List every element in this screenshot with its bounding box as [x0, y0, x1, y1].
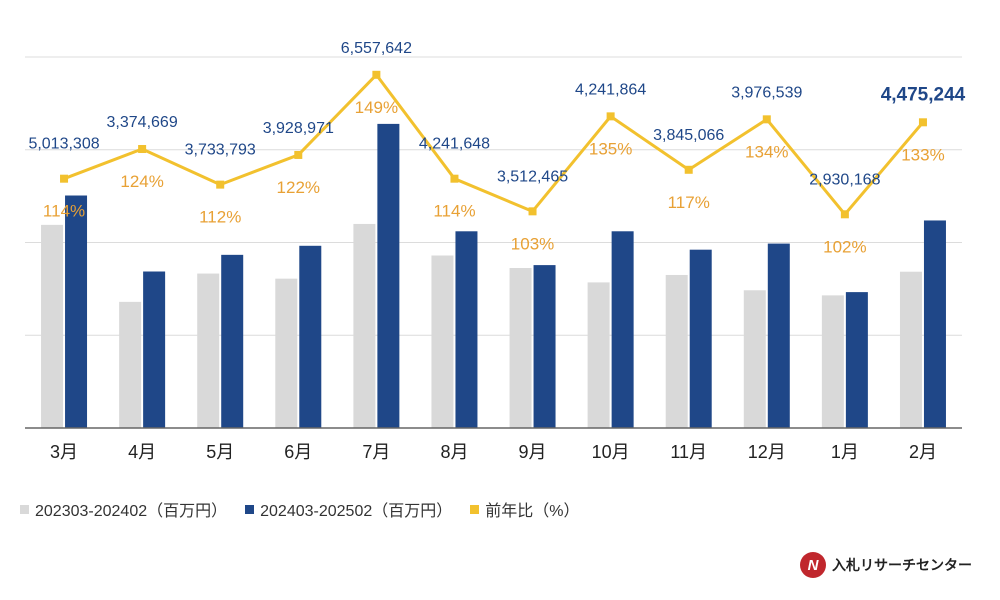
- x-tick-label: 11月: [670, 442, 707, 462]
- data-label-yoy: 124%: [120, 172, 163, 191]
- data-label-yoy: 122%: [277, 178, 320, 197]
- data-label-yoy: 117%: [668, 193, 710, 212]
- yoy-point: [762, 115, 771, 124]
- data-label-yoy: 134%: [745, 142, 788, 161]
- x-tick-label: 1月: [831, 442, 859, 462]
- legend-label-yoy: 前年比（%）: [485, 503, 580, 520]
- bar-current-year: [65, 195, 88, 428]
- bar-current-year: [767, 243, 790, 428]
- legend-swatch-prev: [20, 504, 29, 514]
- bar-prev-year: [41, 224, 64, 428]
- x-tick-label: 10月: [592, 442, 630, 462]
- bar-prev-year: [899, 271, 922, 428]
- yoy-point: [840, 210, 849, 219]
- x-tick-label: 4月: [128, 442, 156, 462]
- data-label-value: 3,928,971: [263, 120, 334, 137]
- yoy-point: [528, 207, 537, 216]
- yoy-point: [918, 118, 927, 127]
- bar-current-year: [923, 220, 946, 428]
- bar-prev-year: [431, 255, 454, 428]
- x-tick-label: 6月: [284, 442, 312, 462]
- data-label-value: 4,241,648: [419, 136, 490, 153]
- bar-current-year: [689, 249, 712, 428]
- bar-prev-year: [665, 274, 688, 428]
- bar-prev-year: [353, 223, 376, 428]
- bar-current-year: [533, 265, 556, 428]
- data-label-value: 3,976,539: [731, 84, 802, 101]
- legend: 202303-202402（百万円） 202403-202502（百万円） 前年…: [20, 497, 579, 521]
- data-label-value: 2,930,168: [809, 171, 880, 188]
- data-label-value: 4,241,864: [575, 81, 646, 98]
- bar-current-year: [143, 271, 166, 428]
- legend-swatch-yoy: [470, 504, 480, 514]
- legend-item-yoy: 前年比（%）: [470, 497, 579, 521]
- bar-current-year: [299, 245, 322, 428]
- legend-label-prev: 202303-202402（百万円）: [35, 503, 228, 520]
- data-label-value: 3,512,465: [497, 168, 568, 185]
- data-label-yoy: 133%: [901, 145, 944, 164]
- legend-label-current: 202403-202502（百万円）: [260, 503, 453, 520]
- yoy-point: [216, 180, 225, 189]
- data-label-yoy: 114%: [43, 202, 85, 221]
- legend-item-current-year: 202403-202502（百万円）: [245, 497, 452, 521]
- yoy-point: [684, 165, 693, 174]
- data-label-value: 3,733,793: [185, 142, 256, 159]
- bar-current-year: [455, 231, 478, 428]
- bar-prev-year: [275, 278, 298, 428]
- bar-prev-year: [197, 273, 220, 428]
- yoy-point: [138, 145, 147, 154]
- yoy-point: [372, 70, 381, 79]
- bar-prev-year: [587, 282, 610, 428]
- x-tick-label: 3月: [50, 442, 78, 462]
- data-label-value: 3,845,066: [653, 127, 724, 144]
- data-label-value: 6,557,642: [341, 40, 412, 57]
- legend-swatch-current: [245, 504, 255, 514]
- bar-prev-year: [743, 290, 766, 428]
- yoy-point: [450, 174, 459, 183]
- bar-current-year: [845, 292, 868, 428]
- data-label-yoy: 149%: [355, 98, 398, 117]
- data-label-yoy: 135%: [589, 139, 632, 158]
- bar-prev-year: [821, 295, 844, 428]
- x-tick-label: 2月: [909, 442, 937, 462]
- yoy-point: [606, 112, 615, 121]
- logo-text: 入札リサーチセンター: [832, 557, 972, 573]
- data-label-value: 5,013,308: [28, 136, 99, 153]
- data-label-value: 4,475,244: [881, 84, 966, 105]
- yoy-point: [294, 150, 303, 159]
- bar-current-year: [377, 123, 400, 429]
- bar-current-year: [221, 254, 244, 428]
- x-tick-label: 7月: [362, 442, 390, 462]
- data-label-yoy: 102%: [823, 237, 866, 256]
- bar-prev-year: [509, 268, 532, 428]
- brand-logo: N 入札リサーチセンター: [800, 552, 972, 578]
- data-label-value: 3,374,669: [107, 114, 178, 131]
- data-label-yoy: 112%: [199, 208, 241, 227]
- yoy-line: [63, 73, 925, 216]
- logo-mark-icon: N: [800, 552, 826, 578]
- data-label-yoy: 103%: [511, 234, 554, 253]
- data-label-yoy: 114%: [433, 202, 475, 221]
- x-tick-label: 9月: [519, 442, 547, 462]
- x-tick-label: 8月: [440, 442, 468, 462]
- legend-item-prev-year: 202303-202402（百万円）: [20, 497, 227, 521]
- bar-prev-year: [119, 301, 142, 428]
- x-tick-label: 5月: [206, 442, 234, 462]
- bar-current-year: [611, 231, 634, 428]
- x-tick-label: 12月: [748, 442, 786, 462]
- yoy-point: [60, 174, 69, 183]
